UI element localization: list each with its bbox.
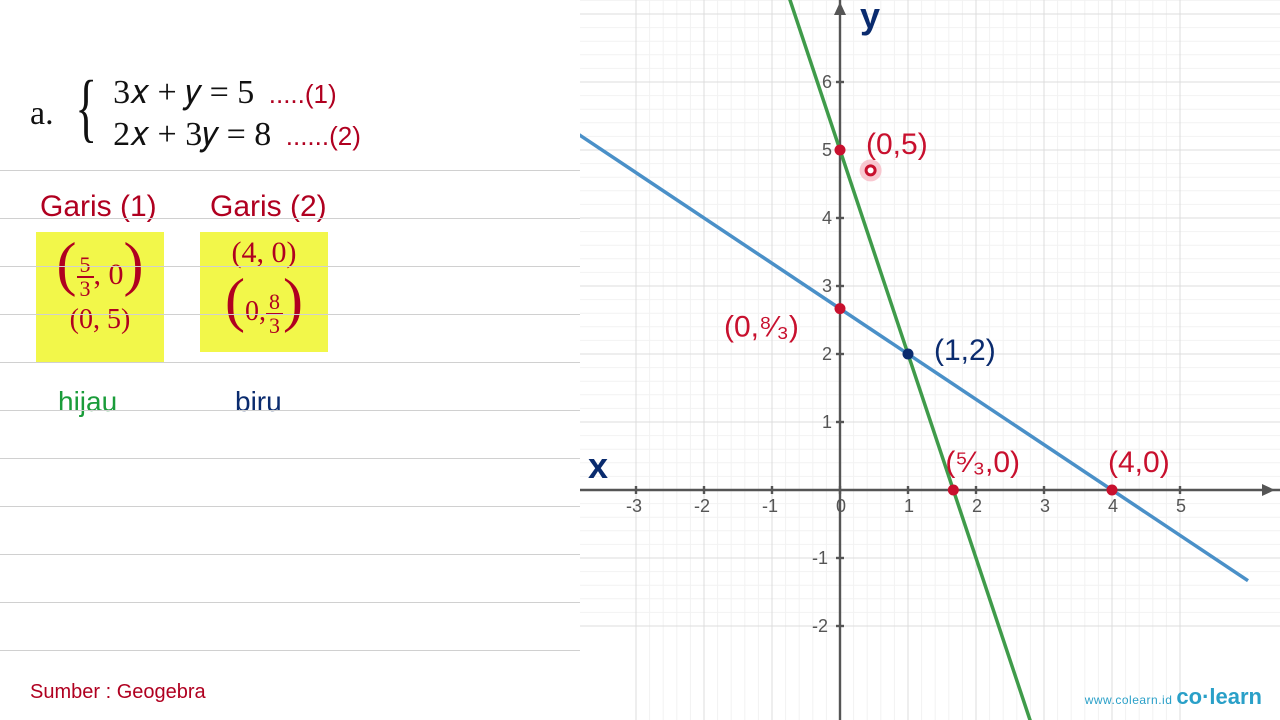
svg-text:3: 3 [1040, 496, 1050, 516]
svg-text:1: 1 [904, 496, 914, 516]
source-label: Sumber : Geogebra [30, 681, 206, 704]
garis-1-point-2: (0, 5) [46, 306, 154, 334]
svg-text:1: 1 [822, 412, 832, 432]
svg-text:5: 5 [822, 140, 832, 160]
graph-panel: -3 -2 -1 0 1 2 3 4 5 -2 -1 1 2 3 4 5 6 y x (0,5) (0,⁸⁄₃) (1,2… [580, 0, 1280, 720]
svg-text:3: 3 [822, 276, 832, 296]
svg-text:x: x [588, 445, 608, 486]
svg-text:(0,⁸⁄₃): (0,⁸⁄₃) [724, 311, 799, 344]
problem-block: a. { 3𝑥 + 𝑦 = 5 .....(1) 2𝑥 + 3𝑦 = 8 ...… [30, 72, 361, 156]
garis-2-points: (4, 0) (0,83) [200, 232, 328, 352]
graph-svg: -3 -2 -1 0 1 2 3 4 5 -2 -1 1 2 3 4 5 6 y x (0,5) (0,⁸⁄₃) (1,2… [580, 0, 1280, 720]
svg-text:(1,2): (1,2) [934, 334, 996, 367]
svg-text:2: 2 [822, 344, 832, 364]
brand-url: www.colearn.id [1085, 693, 1173, 707]
svg-text:(4,0): (4,0) [1108, 446, 1170, 479]
brace-icon: { [75, 78, 97, 138]
equation-1: 3𝑥 + 𝑦 = 5 [113, 74, 254, 111]
svg-text:2: 2 [972, 496, 982, 516]
equation-2-tag: ......(2) [286, 121, 361, 151]
svg-text:-3: -3 [626, 496, 642, 516]
svg-text:-1: -1 [812, 548, 828, 568]
svg-text:(⁵⁄₃,0): (⁵⁄₃,0) [945, 446, 1020, 479]
svg-text:-2: -2 [812, 616, 828, 636]
svg-text:6: 6 [822, 72, 832, 92]
svg-text:4: 4 [822, 208, 832, 228]
svg-text:4: 4 [1108, 496, 1118, 516]
garis-2-point-1: (4, 0) [210, 238, 318, 268]
garis-1-points: (53, 0) (0, 5) [36, 232, 164, 362]
svg-text:-1: -1 [762, 496, 778, 516]
problem-label: a. [30, 95, 54, 133]
notes-panel: a. { 3𝑥 + 𝑦 = 5 .....(1) 2𝑥 + 3𝑦 = 8 ...… [0, 0, 580, 720]
svg-text:0: 0 [836, 496, 846, 516]
color-label-hijau: hijau [58, 386, 117, 418]
color-label-biru: biru [235, 386, 282, 418]
svg-text:-2: -2 [694, 496, 710, 516]
equation-1-tag: .....(1) [269, 79, 337, 109]
svg-text:(0,5): (0,5) [866, 128, 928, 161]
equation-2: 2𝑥 + 3𝑦 = 8 [113, 116, 271, 153]
svg-text:5: 5 [1176, 496, 1186, 516]
svg-text:y: y [860, 0, 880, 36]
brand: www.colearn.id co·learn [1085, 684, 1262, 710]
